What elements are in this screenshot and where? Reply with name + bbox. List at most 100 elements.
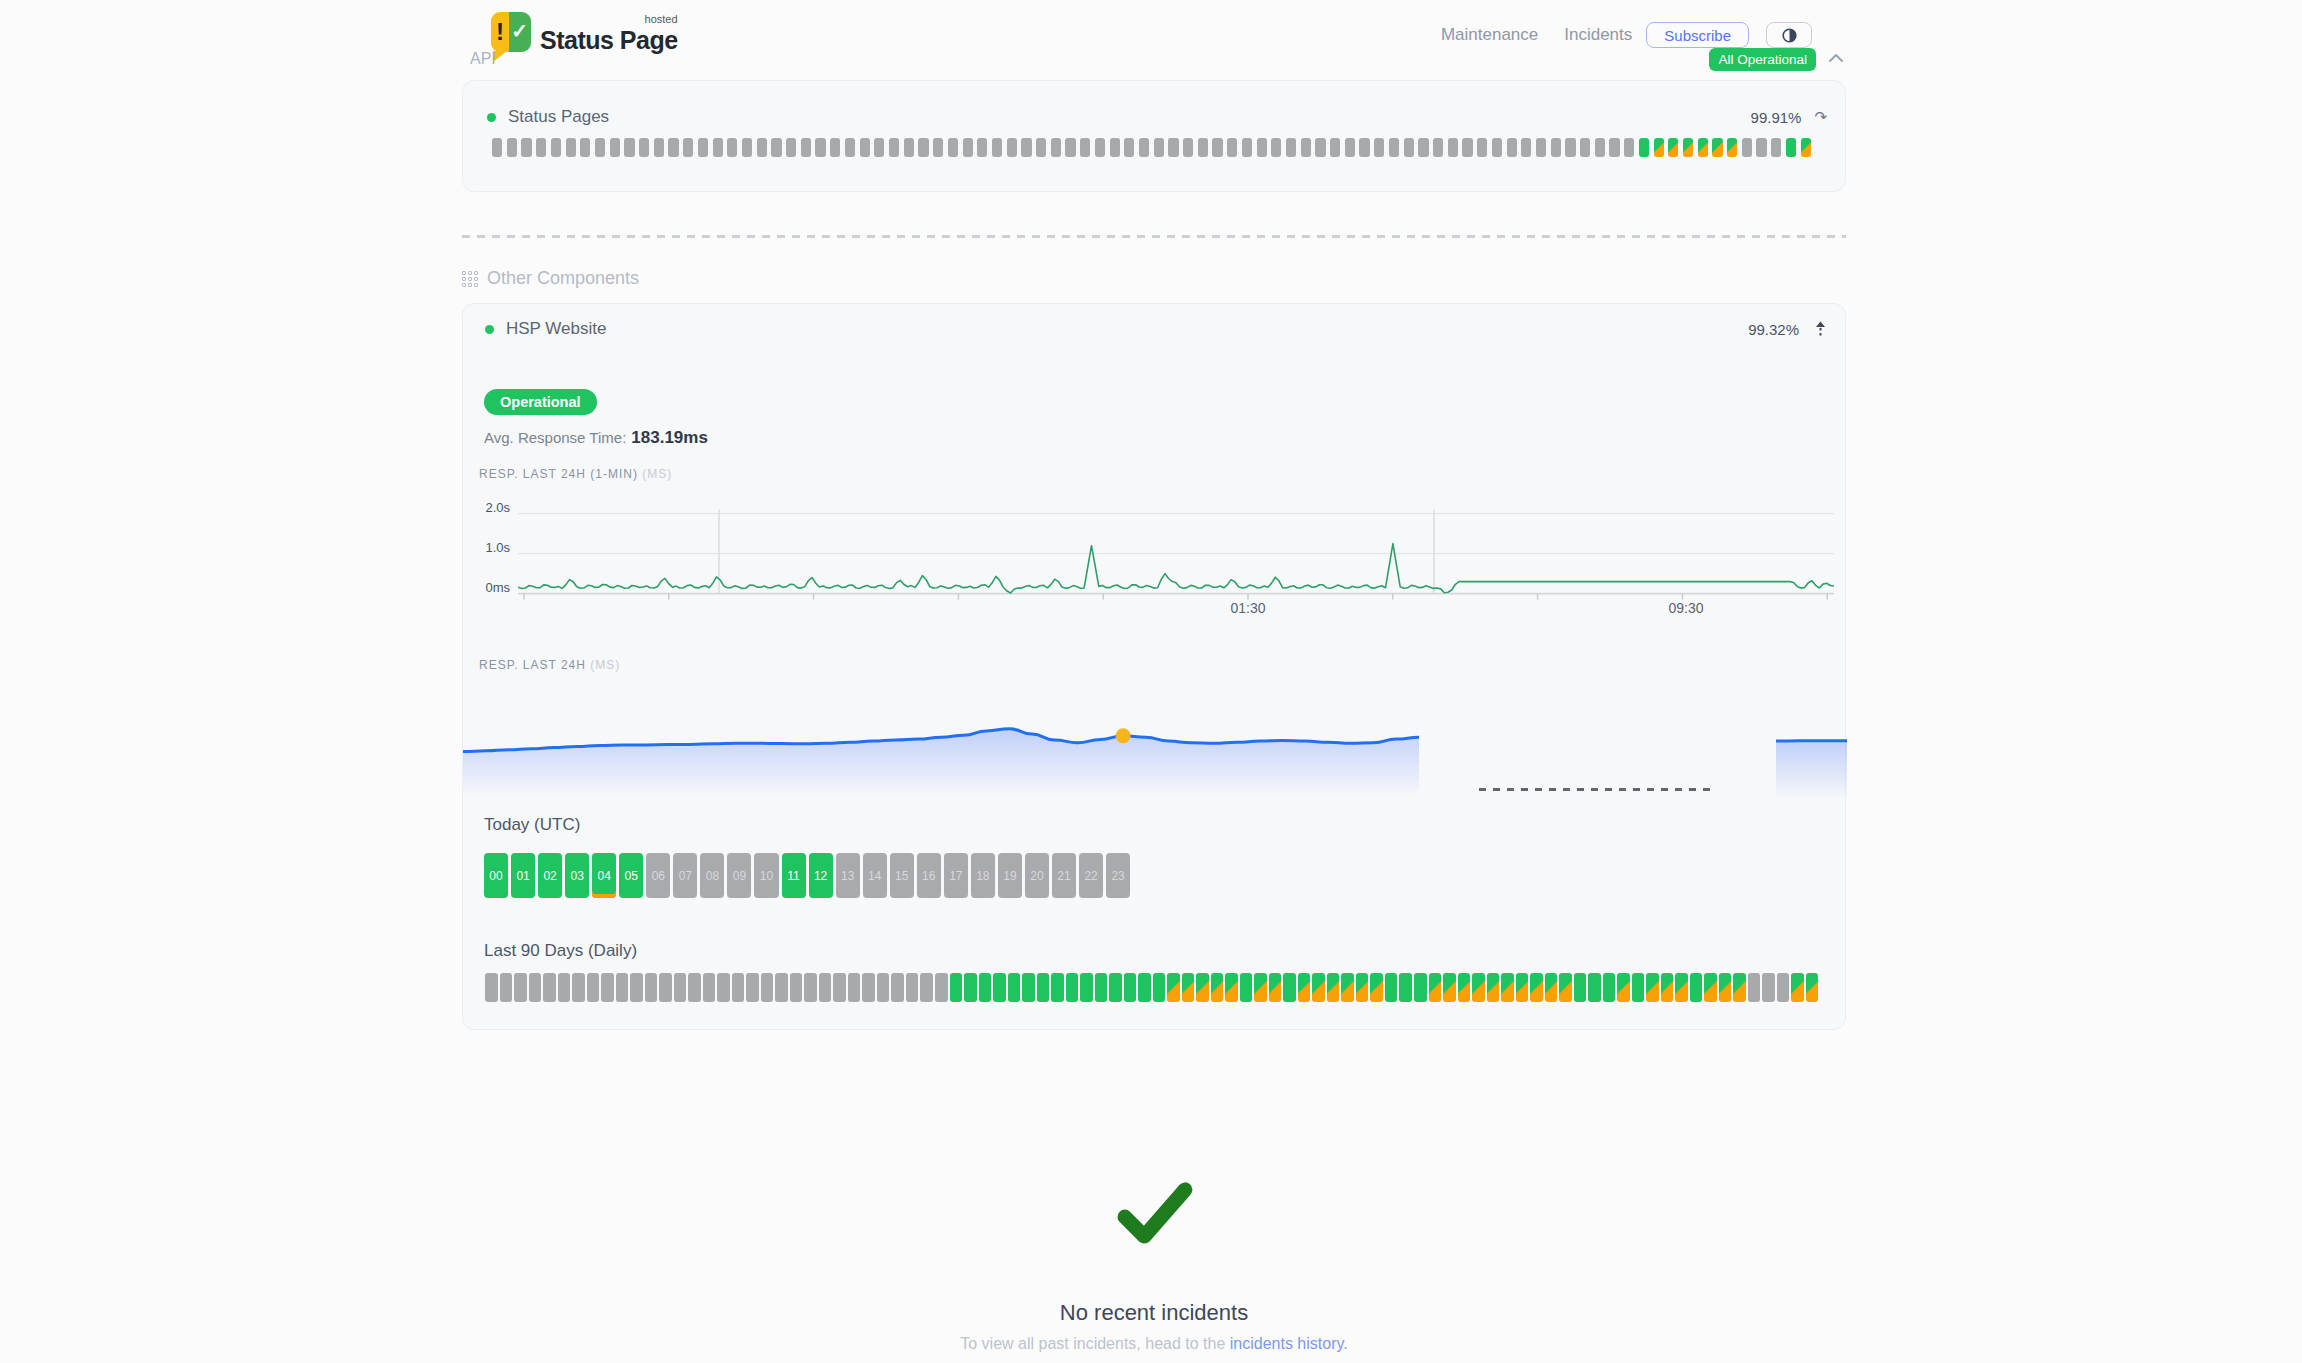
day-bar-nodata[interactable] <box>1212 138 1222 157</box>
day-bar-nodata[interactable] <box>1507 138 1517 157</box>
day-bar-nodata[interactable] <box>1359 138 1369 157</box>
day-bar-nodata[interactable] <box>713 138 723 157</box>
hour-block-18[interactable]: 18 <box>971 853 995 898</box>
day-bar-nodata[interactable] <box>688 973 701 1002</box>
day-bar-nodata[interactable] <box>1404 138 1414 157</box>
day-bar-nodata[interactable] <box>771 138 781 157</box>
day-bar-degraded[interactable] <box>1501 973 1514 1002</box>
day-bar-nodata[interactable] <box>1257 138 1267 157</box>
day-bar-nodata[interactable] <box>757 138 767 157</box>
day-bar-nodata[interactable] <box>1742 138 1752 157</box>
day-bar-degraded[interactable] <box>1341 973 1354 1002</box>
day-bar-nodata[interactable] <box>1565 138 1575 157</box>
day-bar-degraded[interactable] <box>1617 973 1630 1002</box>
day-bar-nodata[interactable] <box>717 973 730 1002</box>
day-bar-nodata[interactable] <box>1007 138 1017 157</box>
incidents-history-link[interactable]: incidents history. <box>1230 1335 1348 1352</box>
day-bar-operational[interactable] <box>1008 973 1021 1002</box>
day-bar-operational[interactable] <box>1080 973 1093 1002</box>
day-bar-nodata[interactable] <box>1286 138 1296 157</box>
day-bar-nodata[interactable] <box>536 138 546 157</box>
hour-block-02[interactable]: 02 <box>538 853 562 898</box>
day-bar-nodata[interactable] <box>1124 138 1134 157</box>
day-bar-degraded[interactable] <box>1698 138 1708 157</box>
day-bar-nodata[interactable] <box>1492 138 1502 157</box>
day-bar-nodata[interactable] <box>819 973 832 1002</box>
day-bar-nodata[interactable] <box>891 973 904 1002</box>
day-bar-operational[interactable] <box>1603 973 1616 1002</box>
day-bar-nodata[interactable] <box>529 973 542 1002</box>
day-bar-degraded[interactable] <box>1727 138 1737 157</box>
day-bar-degraded[interactable] <box>1182 973 1195 1002</box>
day-bar-nodata[interactable] <box>1595 138 1605 157</box>
day-bar-nodata[interactable] <box>948 138 958 157</box>
day-bar-nodata[interactable] <box>801 138 811 157</box>
hour-block-05[interactable]: 05 <box>619 853 643 898</box>
day-bar-nodata[interactable] <box>1198 138 1208 157</box>
hour-block-08[interactable]: 08 <box>700 853 724 898</box>
day-bar-nodata[interactable] <box>1110 138 1120 157</box>
day-bar-nodata[interactable] <box>746 973 759 1002</box>
day-bar-nodata[interactable] <box>1624 138 1634 157</box>
day-bar-degraded[interactable] <box>1545 973 1558 1002</box>
hour-block-21[interactable]: 21 <box>1052 853 1076 898</box>
day-bar-operational[interactable] <box>1066 973 1079 1002</box>
collapse-chevron-icon[interactable] <box>1828 52 1844 64</box>
day-bar-operational[interactable] <box>1022 973 1035 1002</box>
day-bar-nodata[interactable] <box>492 138 502 157</box>
hour-block-16[interactable]: 16 <box>917 853 941 898</box>
hour-block-10[interactable]: 10 <box>754 853 778 898</box>
response-time-area-chart[interactable] <box>463 704 1847 824</box>
day-bar-nodata[interactable] <box>775 973 788 1002</box>
day-bar-degraded[interactable] <box>1704 973 1717 1002</box>
day-bar-nodata[interactable] <box>1609 138 1619 157</box>
day-bar-nodata[interactable] <box>1315 138 1325 157</box>
day-bar-degraded[interactable] <box>1472 973 1485 1002</box>
hour-block-17[interactable]: 17 <box>944 853 968 898</box>
hour-block-09[interactable]: 09 <box>727 853 751 898</box>
hour-block-13[interactable]: 13 <box>836 853 860 898</box>
day-bar-operational[interactable] <box>1283 973 1296 1002</box>
hour-block-00[interactable]: 00 <box>484 853 508 898</box>
day-bar-nodata[interactable] <box>572 973 585 1002</box>
day-bar-operational[interactable] <box>993 973 1006 1002</box>
day-bar-nodata[interactable] <box>703 973 716 1002</box>
day-bar-nodata[interactable] <box>1168 138 1178 157</box>
day-bar-nodata[interactable] <box>616 973 629 1002</box>
hour-block-14[interactable]: 14 <box>863 853 887 898</box>
day-bar-degraded[interactable] <box>1269 973 1282 1002</box>
day-bar-nodata[interactable] <box>521 138 531 157</box>
day-bar-nodata[interactable] <box>1271 138 1281 157</box>
day-bar-nodata[interactable] <box>1021 138 1031 157</box>
day-bar-degraded[interactable] <box>1254 973 1267 1002</box>
day-bar-nodata[interactable] <box>659 973 672 1002</box>
day-bar-degraded[interactable] <box>1559 973 1572 1002</box>
day-bar-operational[interactable] <box>1037 973 1050 1002</box>
day-bar-nodata[interactable] <box>790 973 803 1002</box>
day-bar-nodata[interactable] <box>804 973 817 1002</box>
day-bar-nodata[interactable] <box>1580 138 1590 157</box>
day-bar-nodata[interactable] <box>674 973 687 1002</box>
day-bar-nodata[interactable] <box>683 138 693 157</box>
day-bar-degraded[interactable] <box>1791 973 1804 1002</box>
day-bar-nodata[interactable] <box>610 138 620 157</box>
day-bar-nodata[interactable] <box>1036 138 1046 157</box>
day-bar-operational[interactable] <box>1632 973 1645 1002</box>
day-bar-degraded[interactable] <box>1327 973 1340 1002</box>
day-bar-nodata[interactable] <box>514 973 527 1002</box>
hour-block-20[interactable]: 20 <box>1025 853 1049 898</box>
day-bar-nodata[interactable] <box>1183 138 1193 157</box>
day-bar-nodata[interactable] <box>1065 138 1075 157</box>
day-bar-nodata[interactable] <box>877 973 890 1002</box>
day-bar-nodata[interactable] <box>1477 138 1487 157</box>
day-bar-nodata[interactable] <box>1095 138 1105 157</box>
hour-block-15[interactable]: 15 <box>890 853 914 898</box>
nav-incidents[interactable]: Incidents <box>1564 25 1632 45</box>
hour-block-22[interactable]: 22 <box>1079 853 1103 898</box>
day-bar-degraded[interactable] <box>1801 138 1811 157</box>
day-bar-operational[interactable] <box>1240 973 1253 1002</box>
day-bar-nodata[interactable] <box>742 138 752 157</box>
day-bar-operational[interactable] <box>1588 973 1601 1002</box>
day-bar-nodata[interactable] <box>543 973 556 1002</box>
day-bar-nodata[interactable] <box>1345 138 1355 157</box>
